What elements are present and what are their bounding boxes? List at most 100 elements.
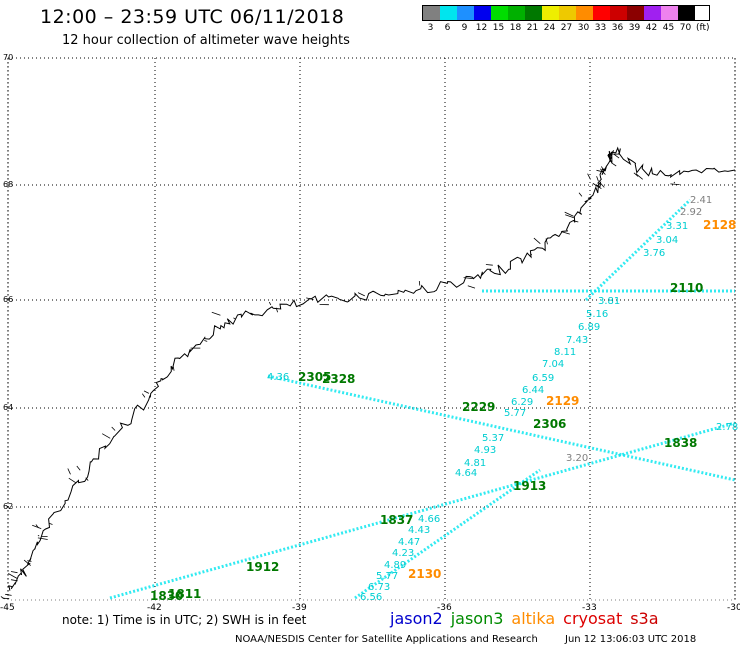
pass-time-label: 2306 [533, 417, 566, 431]
generated-timestamp: Jun 12 13:06:03 UTC 2018 [565, 634, 697, 645]
coastline-fjord [143, 390, 150, 394]
wave-height-label: 3.20 [566, 453, 588, 464]
coastline-fjord [102, 433, 111, 439]
coastline-fjord [68, 477, 77, 484]
legend-swatch [542, 6, 559, 20]
pass-time-label: 1913 [513, 479, 546, 493]
latitude-label: 66 [3, 295, 13, 304]
wave-height-label: 6.73 [368, 582, 390, 593]
wave-height-label: 7.43 [566, 335, 588, 346]
legend-swatch [491, 6, 508, 20]
pass-time-label: 1811 [168, 587, 201, 601]
coastline-fjord [10, 579, 18, 582]
coastline-fjord [37, 537, 48, 540]
coastline-fjord [587, 173, 591, 180]
coastline-fjord [635, 173, 643, 180]
wave-height-label: 6.89 [578, 322, 600, 333]
legend-swatch [508, 6, 525, 20]
legend-swatch [610, 6, 627, 20]
coastline-fjord [85, 477, 89, 481]
wave-height-label: 6.29 [511, 397, 533, 408]
altimeter-tracks: 2.412.92 3.31 2128 3.04 3.76 2110 3.81 5.16 6.89… [109, 195, 738, 603]
coastline-fjord [306, 297, 314, 300]
coastline-fjord [485, 264, 493, 266]
latitude-label: 68 [3, 180, 13, 189]
legend-label: 39 [628, 23, 641, 33]
wave-height-label: 4.64 [455, 468, 477, 479]
wave-height-label: 4.93 [474, 445, 496, 456]
coastline-fjord [37, 534, 40, 537]
legend-swatch [678, 6, 695, 20]
pass-time-label: 1837 [380, 513, 413, 527]
coastline-fjord [596, 176, 599, 182]
wave-height-label: 4.47 [398, 537, 420, 548]
coastline-fjord [530, 253, 533, 256]
coastline-fjord [35, 524, 39, 529]
legend-label: 30 [577, 23, 590, 33]
coastline-fjord [578, 192, 583, 197]
legend-label: 18 [509, 23, 522, 33]
coastline-fjord [573, 220, 579, 223]
credit-line: NOAA/NESDIS Center for Satellite Applica… [235, 634, 538, 645]
coastline-fjord [463, 277, 473, 279]
coastline-fjord [565, 214, 574, 219]
latitude-label: 62 [3, 502, 13, 511]
legend-swatch [559, 6, 576, 20]
wave-height-label: 4.89 [384, 560, 406, 571]
coastline-fjord [27, 560, 32, 562]
coastline-fjord [10, 571, 18, 574]
wave-height-label: 6.59 [532, 373, 554, 384]
longitude-label: -33 [582, 603, 597, 613]
legend-label: 6 [444, 23, 451, 33]
pass-time-label: 1912 [246, 560, 279, 574]
legend-label: 15 [492, 23, 505, 33]
wave-height-label: 5.16 [586, 309, 608, 320]
graticule [7, 57, 736, 601]
wave-height-label: 5.77 [376, 571, 398, 582]
coastline-fjord [601, 166, 604, 171]
longitude-label: -36 [437, 603, 452, 613]
legend-label: 36 [611, 23, 624, 33]
coastline-fjord [204, 340, 208, 342]
longitude-label: -39 [292, 603, 307, 613]
satellite-name: jason3 [450, 609, 504, 628]
legend-swatch [661, 6, 678, 20]
coastline-path [8, 146, 736, 591]
legend-labels: 3 6 9 12 15 18 21 24 27 30 33 36 39 42 45 70 (ft) [422, 23, 710, 33]
track-line [267, 374, 736, 482]
legend-swatch [440, 6, 457, 20]
legend-label: 9 [461, 23, 468, 33]
axis-labels: 70 68 66 64 62 -45 -42 -39 -36 -33 -30 [0, 53, 740, 613]
coastline-fjord [418, 280, 421, 286]
coastline-fjord [564, 211, 574, 217]
satellite-name: altika [511, 609, 556, 628]
coastline-fjord [673, 181, 676, 184]
coastline-fjord [5, 593, 12, 596]
coastline-fjord [8, 573, 18, 579]
longitude-label: -45 [0, 603, 15, 613]
coastline-fjord [592, 183, 602, 190]
longitude-label: -30 [727, 603, 740, 613]
wave-height-label: 8.11 [554, 347, 576, 358]
coastline-fjord [32, 524, 42, 529]
coastline-fjord [76, 465, 81, 471]
units-note: note: 1) Time is in UTC; 2) SWH is in fe… [62, 613, 307, 627]
legend-label: 45 [662, 23, 675, 33]
coastline-fjord [67, 468, 71, 475]
legend-label: 21 [526, 23, 539, 33]
wave-height-label: 3.04 [656, 235, 678, 246]
coastline-fjord [357, 292, 365, 297]
coastline-fjord [111, 426, 116, 431]
coastline-fjord [467, 285, 476, 289]
coastline-fjord [233, 317, 236, 320]
legend-label: 3 [427, 23, 434, 33]
legend-swatch [644, 6, 661, 20]
legend-swatch [457, 6, 474, 20]
wave-height-label: 4.43 [408, 525, 430, 536]
coastline-fjord [633, 172, 639, 177]
legend-swatch [525, 6, 542, 20]
coastline-fjord [372, 290, 376, 293]
page-title: 12:00 – 23:59 UTC 06/11/2018 [40, 6, 345, 28]
legend-swatches [422, 5, 710, 21]
